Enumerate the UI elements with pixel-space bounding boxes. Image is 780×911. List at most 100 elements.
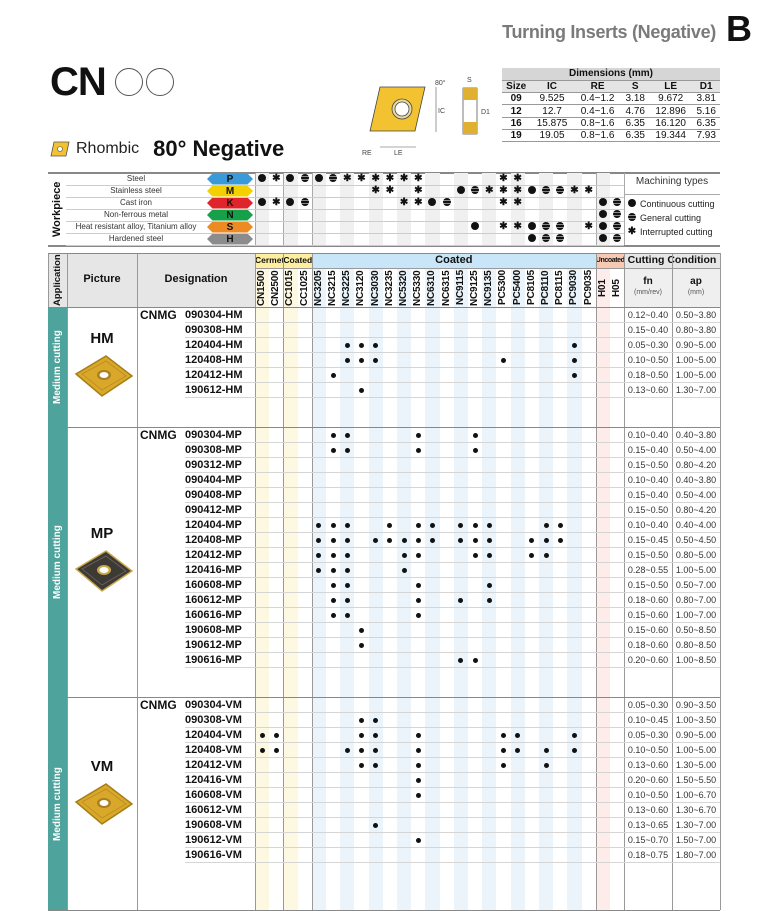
ap-value: 0.80~4.20	[675, 460, 717, 470]
availability-dot	[316, 553, 322, 558]
availability-dot	[344, 448, 350, 453]
divider	[48, 307, 720, 309]
grade-label-nc3215: NC3215	[327, 270, 338, 306]
ap-value: 0.40~3.80	[675, 430, 717, 440]
continuous-cutting-icon	[525, 233, 539, 245]
ap-value: 0.80~4.20	[675, 505, 717, 515]
ap-value: 1.00~3.50	[675, 715, 717, 725]
coated-band: Coated	[311, 253, 596, 268]
chapter-letter: B	[726, 8, 752, 49]
designation: 120408-VM	[185, 744, 242, 756]
application-medium-cutting: Medium cutting	[48, 698, 67, 910]
availability-dot	[430, 538, 435, 543]
interrupted-cutting-icon	[496, 185, 510, 197]
designation: 160608-MP	[185, 579, 242, 591]
availability-dot	[415, 523, 421, 528]
grade-label-pc8115: PC8115	[554, 270, 566, 306]
availability-dot	[572, 358, 577, 363]
fn-value: 0.18~0.50	[627, 370, 669, 380]
blank-circle-icon	[146, 68, 174, 96]
grade-label-h01: H01	[596, 279, 608, 297]
table-row	[185, 803, 720, 818]
interrupted-cutting-icon	[582, 221, 596, 233]
fn-value: 0.05~0.30	[627, 700, 669, 710]
column-stripe	[283, 268, 298, 910]
availability-dot	[543, 538, 549, 543]
grade-label-cc1015: CC1015	[284, 270, 296, 306]
dim-row: 09 9.525 0.4~1.2 3.18 9.672 3.81	[502, 93, 720, 105]
availability-dot	[472, 538, 478, 543]
column-stripe	[425, 268, 440, 910]
availability-dot	[515, 733, 521, 738]
designation: 120404-HM	[185, 339, 243, 351]
availability-dot	[273, 748, 279, 753]
fn-value: 0.15~0.50	[627, 505, 669, 515]
ic-label: IC	[438, 108, 445, 115]
table-row	[185, 848, 720, 863]
workpiece-name: Steel	[126, 174, 146, 183]
availability-dot	[259, 733, 265, 738]
availability-dot	[359, 718, 364, 723]
table-row	[185, 563, 720, 578]
designation: 120416-VM	[185, 774, 242, 786]
fn-value: 0.10~0.45	[627, 715, 669, 725]
fn-value: 0.10~0.40	[627, 520, 669, 530]
availability-dot	[486, 553, 492, 558]
designation-prefix: CNMG	[140, 428, 177, 442]
availability-dot	[330, 583, 336, 588]
divider	[595, 253, 597, 910]
availability-dot	[543, 523, 549, 528]
availability-dot	[359, 763, 364, 768]
divider	[720, 253, 721, 910]
availability-dot	[373, 733, 379, 738]
availability-dot	[529, 538, 535, 543]
dim-cell: 0.4~1.6	[580, 105, 615, 117]
availability-dot	[273, 733, 279, 738]
availability-dot	[415, 553, 421, 558]
ap-header: ap	[690, 276, 702, 287]
dim-row: 19 19.05 0.8~1.6 6.35 19.344 7.93	[502, 129, 720, 142]
designation: 190612-HM	[185, 384, 243, 396]
ap-value: 0.90~3.50	[675, 700, 717, 710]
table-row	[185, 473, 720, 488]
grade-label-nc3120: NC3120	[355, 270, 367, 306]
continuous-cutting-icon	[596, 233, 610, 245]
grade-label-nc9125: NC9125	[469, 270, 480, 306]
dim-cell: 19.344	[655, 130, 686, 142]
availability-dot	[330, 433, 336, 438]
continuous-cutting-icon	[425, 197, 439, 209]
fn-value: 0.10~0.50	[627, 355, 669, 365]
le-label: LE	[394, 150, 403, 157]
general-cutting-icon	[539, 185, 553, 197]
machining-types-title: Machining types	[635, 176, 709, 187]
availability-dot	[344, 583, 350, 588]
dim-col-header: RE	[573, 80, 622, 93]
fn-value: 0.10~0.40	[627, 475, 669, 485]
designation: 160612-VM	[185, 804, 242, 816]
interrupted-cutting-icon	[482, 185, 496, 197]
fn-value: 0.15~0.40	[627, 490, 669, 500]
dim-row: 12 12.7 0.4~1.6 4.76 12.896 5.16	[502, 105, 720, 118]
divider	[66, 245, 624, 246]
continuous-cutting-icon	[596, 209, 610, 221]
column-stripe	[255, 268, 270, 910]
dim-cell: 6.35	[625, 117, 645, 129]
availability-dot	[415, 448, 421, 453]
designation: 090308-HM	[185, 324, 243, 336]
table-row	[185, 833, 720, 848]
header-bg	[48, 253, 255, 307]
availability-dot	[387, 538, 393, 543]
ap-value: 1.30~7.00	[675, 385, 717, 395]
dim-cell: 16	[510, 117, 522, 129]
ap-value: 0.40~4.00	[675, 520, 717, 530]
designation: 120404-VM	[185, 729, 242, 741]
designation: 120412-MP	[185, 549, 242, 561]
general-cutting-icon	[553, 185, 567, 197]
dim-cell: 0.8~1.6	[580, 117, 615, 129]
fn-value: 0.05~0.30	[627, 730, 669, 740]
availability-dot	[501, 748, 506, 753]
dim-col-header: IC	[530, 80, 574, 93]
availability-dot	[529, 553, 535, 558]
interrupted-cutting-icon	[567, 185, 581, 197]
availability-dot	[373, 343, 379, 348]
